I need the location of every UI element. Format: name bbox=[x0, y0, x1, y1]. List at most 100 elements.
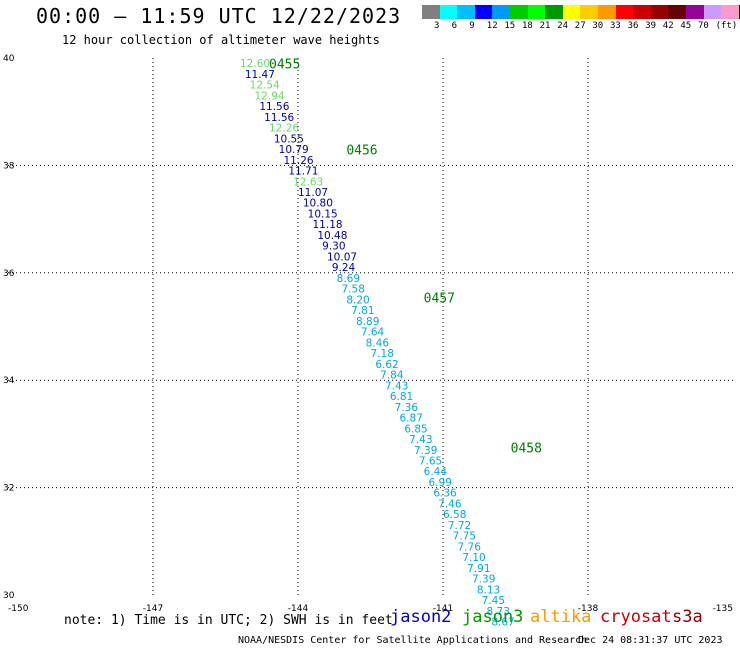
y-tick-label: 38 bbox=[3, 161, 15, 171]
colorbar-swatch bbox=[685, 5, 704, 19]
y-tick-label: 32 bbox=[3, 484, 14, 494]
footer-note: note: 1) Time is in UTC; 2) SWH is in fe… bbox=[64, 613, 393, 628]
colorbar-swatch bbox=[721, 5, 739, 19]
data-point-label: 7.46 bbox=[438, 498, 462, 510]
colorbar-swatch bbox=[545, 5, 563, 19]
colorbar-labels: 3 6 9 12 15 18 21 24 27 30 33 36 39 42 45 70 (ft) bbox=[422, 21, 740, 35]
data-point-label: 7.72 bbox=[448, 520, 471, 532]
data-point-label: 8.46 bbox=[366, 337, 390, 349]
data-point-label: 10.80 bbox=[303, 198, 333, 210]
y-tick-label: 30 bbox=[3, 591, 15, 601]
y-tick-label: 40 bbox=[3, 54, 15, 64]
colorbar-label: 36 bbox=[627, 21, 639, 31]
colorbar-swatch bbox=[457, 5, 475, 19]
data-point-label: 10.15 bbox=[308, 208, 338, 220]
data-point-label: 8.67 bbox=[491, 617, 514, 629]
data-point-label: 7.10 bbox=[462, 552, 485, 564]
data-point-label: 6.58 bbox=[443, 509, 466, 521]
data-point-label: 7.18 bbox=[371, 348, 394, 360]
colorbar-swatch bbox=[509, 5, 528, 19]
x-tick-label: -150 bbox=[8, 604, 29, 614]
time-label: 0458 bbox=[511, 442, 542, 457]
x-tick-label: -138 bbox=[578, 604, 599, 614]
colorbar-label: 45 bbox=[680, 21, 692, 31]
colorbar-swatch bbox=[439, 5, 458, 19]
colorbar bbox=[422, 5, 740, 19]
time-label: 0456 bbox=[346, 144, 377, 159]
x-tick-label: -144 bbox=[288, 604, 309, 614]
colorbar-label: 9 bbox=[469, 21, 475, 31]
page-subtitle: 12 hour collection of altimeter wave hei… bbox=[62, 33, 380, 47]
data-point-label: 7.36 bbox=[395, 402, 419, 414]
data-point-label: 6.81 bbox=[390, 391, 413, 403]
time-label: 0455 bbox=[269, 58, 300, 73]
data-point-label: 11.56 bbox=[259, 101, 289, 113]
data-point-label: 6.99 bbox=[429, 477, 452, 489]
data-point-label: 6.36 bbox=[433, 488, 457, 500]
data-point-label: 8.13 bbox=[477, 584, 500, 596]
data-point-label: 8.73 bbox=[487, 606, 510, 618]
data-point-label: 11.56 bbox=[264, 112, 294, 124]
data-point-label: 7.91 bbox=[467, 563, 490, 575]
data-point-label: 10.79 bbox=[279, 144, 309, 156]
colorbar-label: 3 bbox=[434, 21, 440, 31]
data-point-label: 10.48 bbox=[317, 230, 347, 242]
legend-jason3: jason3 bbox=[462, 607, 524, 627]
data-point-label: 7.64 bbox=[361, 327, 385, 339]
x-tick-label: -147 bbox=[143, 604, 163, 614]
data-point-label: 6.62 bbox=[375, 359, 398, 371]
data-point-label: 12.54 bbox=[250, 80, 280, 92]
colorbar-swatch bbox=[422, 5, 440, 19]
colorbar-swatch bbox=[738, 5, 740, 19]
colorbar-swatch bbox=[668, 5, 686, 19]
colorbar-swatch bbox=[580, 5, 598, 19]
x-tick-label: -141 bbox=[433, 604, 453, 614]
legend-altika: altika bbox=[530, 607, 592, 627]
colorbar-label: (ft) bbox=[715, 21, 738, 31]
data-point-label: 8.89 bbox=[356, 316, 379, 328]
colorbar-label: 42 bbox=[662, 21, 674, 31]
data-point-label: 6.85 bbox=[404, 423, 427, 435]
colorbar-label: 15 bbox=[504, 21, 516, 31]
data-point-label: 9.30 bbox=[322, 241, 345, 253]
data-point-label: 12.26 bbox=[269, 123, 299, 135]
colorbar-label: 24 bbox=[557, 21, 569, 31]
footer-timestamp: Dec 24 08:31:37 UTC 2023 bbox=[578, 635, 723, 646]
data-point-label: 9.24 bbox=[332, 262, 356, 274]
data-point-label: 7.43 bbox=[409, 434, 432, 446]
colorbar-swatch bbox=[527, 5, 546, 19]
data-point-label: 7.81 bbox=[351, 305, 374, 317]
data-point-label: 7.58 bbox=[342, 284, 365, 296]
y-tick-label: 34 bbox=[3, 376, 15, 386]
footer-credit: NOAA/NESDIS Center for Satellite Applica… bbox=[238, 635, 588, 646]
colorbar-label: 6 bbox=[451, 21, 458, 31]
data-point-label: 11.07 bbox=[298, 187, 328, 199]
data-point-label: 7.39 bbox=[472, 574, 495, 586]
legend-s3a: s3a bbox=[672, 607, 703, 627]
data-point-label: 7.75 bbox=[453, 531, 476, 543]
data-point-label: 7.84 bbox=[380, 370, 404, 382]
data-point-label: 7.76 bbox=[458, 541, 482, 553]
data-point-label: 11.47 bbox=[245, 69, 275, 81]
data-point-label: 10.55 bbox=[274, 133, 304, 145]
data-point-label: 12.63 bbox=[293, 176, 323, 188]
data-point-label: 12.94 bbox=[255, 90, 285, 102]
y-tick-label: 36 bbox=[3, 269, 15, 279]
colorbar-label: 12 bbox=[486, 21, 498, 31]
data-point-label: 7.65 bbox=[419, 456, 442, 468]
data-point-label: 8.20 bbox=[346, 294, 369, 306]
colorbar-swatch bbox=[597, 5, 616, 19]
data-point-label: 6.44 bbox=[424, 466, 448, 478]
time-label: 0457 bbox=[424, 291, 455, 306]
data-point-label: 7.43 bbox=[385, 380, 408, 392]
data-point-label: 12.60 bbox=[240, 58, 270, 70]
colorbar-swatch bbox=[562, 5, 581, 19]
colorbar-label: 39 bbox=[645, 21, 657, 31]
colorbar-label: 27 bbox=[574, 21, 586, 31]
x-tick-label: -135 bbox=[713, 604, 733, 614]
data-point-label: 11.71 bbox=[288, 166, 318, 178]
data-point-label: 11.26 bbox=[284, 155, 314, 167]
page-title: 00:00 – 11:59 UTC 12/22/2023 bbox=[36, 4, 402, 28]
colorbar-swatch bbox=[703, 5, 722, 19]
